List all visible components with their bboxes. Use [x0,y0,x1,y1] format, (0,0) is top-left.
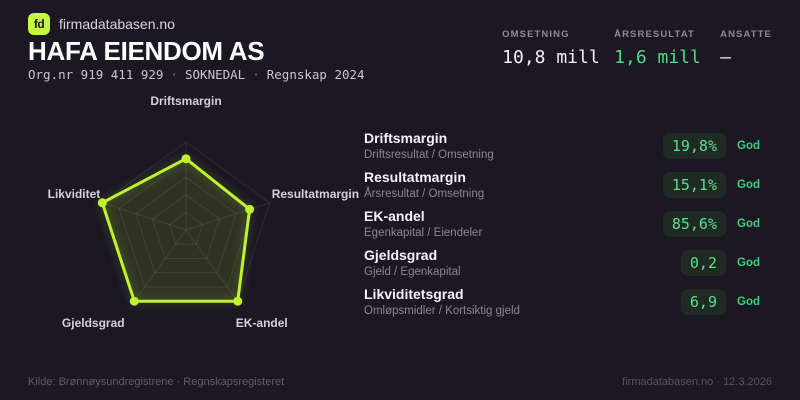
stat-label: OMSETNING [502,29,570,40]
stat-value: 10,8 mill [502,47,600,68]
stat-label: ANSATTE [720,29,772,40]
radar-grid-spoke [185,202,270,231]
radar-chart: Driftsmargin Resultatmargin EK-andel Gjelds… [48,94,359,330]
metric-formula: Omløpsmidler / Kortsiktig gjeld [364,305,520,317]
radar-grid-spoke [133,229,187,302]
metric-rating-label: God [737,217,760,230]
radar-axis-label: Gjeldsgrad [62,316,125,330]
radar-grid-ring [151,194,221,259]
metric-row: Driftsmargin Driftsresultat / Omsetning … [364,130,765,161]
org-number: Org.nr 919 411 929 [28,67,164,82]
metric-title: EK-andel [364,208,425,224]
metric-title: Driftsmargin [364,130,448,146]
metric-title: Resultatmargin [364,169,466,185]
stat-label: ÅRSRESULTAT [614,29,695,40]
metric-rating-label: God [737,256,760,269]
metric-formula: Driftsresultat / Omsetning [364,149,494,161]
metric-row: Likviditetsgrad Omløpsmidler / Kortsikti… [364,286,765,317]
key-figures: OMSETNING 10,8 mill ÅRSRESULTAT 1,6 mill… [502,29,772,68]
metric-value-badge: 85,6% [662,210,726,237]
radar-data-point [245,204,255,214]
site-and-date: firmadatabasen.no · 12.3.2026 [622,376,772,388]
stat-value: 1,6 mill [614,47,701,68]
metric-formula: Årsresultat / Omsetning [364,188,485,200]
metric-info: Driftsmargin Driftsresultat / Omsetning [364,130,663,161]
radar-axis-label: Likviditet [48,187,101,201]
radar-data-point [181,154,191,164]
radar-axis-label: Driftsmargin [150,94,221,108]
radar-data-point [97,198,107,208]
radar-grid-spoke [185,229,239,302]
radar-data-point [233,296,243,306]
metric-title: Gjeldsgrad [364,247,438,263]
metric-info: Gjeldsgrad Gjeld / Egenkapital [364,247,681,278]
location: SOKNEDAL [185,67,246,82]
brand: fd firmadatabasen.no [28,13,175,35]
radar-grid-ring [135,176,237,274]
metric-info: EK-andel Egenkapital / Eiendeler [364,208,663,239]
radar-data-outline [100,157,252,303]
radar-data-point [129,296,139,306]
metric-rating-label: God [737,178,760,191]
metric-rating-label: God [737,295,760,308]
stat-value: – [720,47,731,68]
radar-grid-spoke [102,202,187,231]
metric-row: Gjeldsgrad Gjeld / Egenkapital 0,2 God [364,247,765,278]
metrics-list: Driftsmargin Driftsresultat / Omsetning … [364,130,765,317]
firmadatabasen-logo-icon: fd [28,13,50,35]
report-year: Regnskap 2024 [266,67,365,82]
stat-arsresultat: ÅRSRESULTAT 1,6 mill [614,29,720,68]
metric-rating-label: God [737,139,760,152]
separator-dot: · [170,67,178,82]
metric-formula: Gjeld / Egenkapital [364,266,461,278]
metric-value-badge: 15,1% [662,171,726,198]
brand-name: firmadatabasen.no [59,16,175,32]
radar-grid-ring [168,211,204,245]
separator-dot: · [252,67,260,82]
radar-axis-label: EK-andel [236,316,288,330]
metric-info: Resultatmargin Årsresultat / Omsetning [364,169,663,200]
metric-value-badge: 19,8% [662,132,726,159]
radar-data-fill [102,158,250,302]
source-attribution: Kilde: Brønnøysundregistrene · Regnskaps… [28,376,285,388]
radar-axis-label: Resultatmargin [272,187,359,201]
metric-value-badge: 0,2 [680,249,726,276]
metric-row: Resultatmargin Årsresultat / Omsetning 1… [364,169,765,200]
stat-omsetning: OMSETNING 10,8 mill [502,29,614,68]
metric-value-badge: 6,9 [680,288,726,315]
metric-row: EK-andel Egenkapital / Eiendeler 85,6% G… [364,208,765,239]
metric-title: Likviditetsgrad [364,286,464,302]
radar-grid-ring [118,158,254,288]
company-name: HAFA EIENDOM AS [28,36,265,66]
metric-info: Likviditetsgrad Omløpsmidler / Kortsikti… [364,286,681,317]
stat-ansatte: ANSATTE – [720,29,772,68]
metric-formula: Egenkapital / Eiendeler [364,227,483,239]
company-meta: Org.nr 919 411 929 · SOKNEDAL · Regnskap 202… [28,67,365,82]
